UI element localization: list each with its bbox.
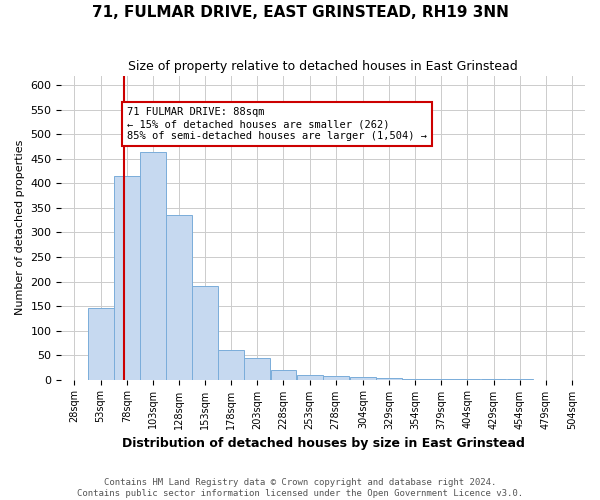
Bar (428, 378, 454, 380)
Bar (140, 152, 166, 380)
Bar (192, 286, 218, 380)
Bar (166, 216, 192, 380)
Bar (296, 374, 323, 380)
Bar (114, 176, 140, 380)
Text: 71, FULMAR DRIVE, EAST GRINSTEAD, RH19 3NN: 71, FULMAR DRIVE, EAST GRINSTEAD, RH19 3… (92, 5, 508, 20)
Bar (402, 378, 428, 380)
Text: 71 FULMAR DRIVE: 88sqm
← 15% of detached houses are smaller (262)
85% of semi-de: 71 FULMAR DRIVE: 88sqm ← 15% of detached… (127, 108, 427, 140)
Bar (350, 377, 376, 380)
Title: Size of property relative to detached houses in East Grinstead: Size of property relative to detached ho… (128, 60, 518, 73)
Y-axis label: Number of detached properties: Number of detached properties (15, 140, 25, 316)
X-axis label: Distribution of detached houses by size in East Grinstead: Distribution of detached houses by size … (122, 437, 524, 450)
Bar (244, 358, 270, 380)
Bar (88, 308, 113, 380)
Bar (271, 370, 296, 380)
Bar (218, 350, 244, 380)
Bar (323, 376, 349, 380)
Bar (376, 378, 402, 380)
Text: Contains HM Land Registry data © Crown copyright and database right 2024.
Contai: Contains HM Land Registry data © Crown c… (77, 478, 523, 498)
